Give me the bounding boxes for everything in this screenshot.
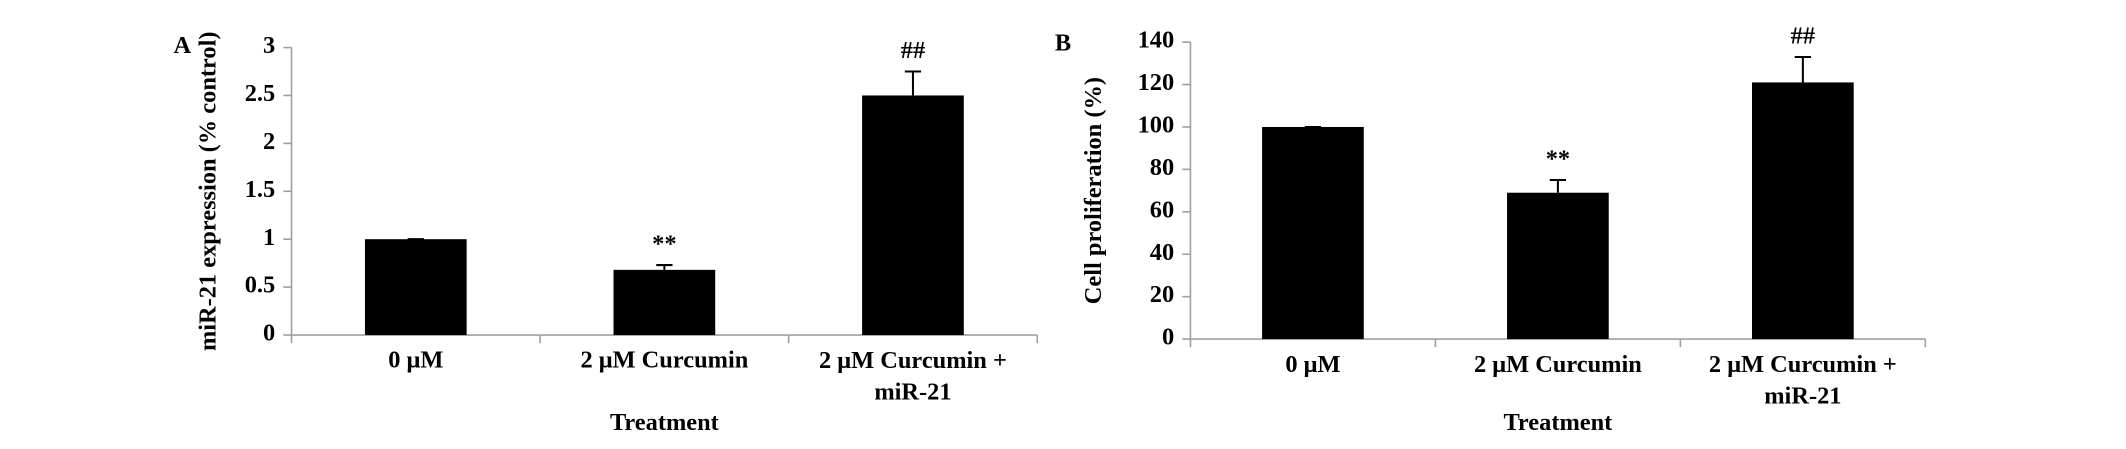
bar — [862, 95, 964, 336]
significance-label: ## — [1791, 23, 1815, 50]
y-tick-label: 1.5 — [245, 176, 275, 203]
bar — [364, 239, 467, 336]
x-tick-label: 2 μM Curcumin + miR-21 — [1709, 351, 1897, 409]
y-tick-label: 2.5 — [245, 80, 275, 107]
x-tick-label: 2 μM Curcumin — [580, 347, 748, 374]
y-tick-label: 0 — [1162, 324, 1174, 351]
y-tick-label: 2 — [263, 128, 275, 155]
y-tick-label: 0 — [263, 320, 275, 347]
x-axis-title: Treatment — [1503, 409, 1613, 436]
y-tick-label: 120 — [1138, 69, 1175, 96]
y-tick-label: 0.5 — [245, 272, 275, 299]
panel-label: A — [174, 32, 192, 59]
panel-label: B — [1055, 29, 1071, 56]
x-tick-label: 2 μM Curcumin — [1474, 351, 1642, 378]
significance-label: ** — [1546, 146, 1570, 173]
significance-label: ## — [901, 37, 925, 64]
x-axis-title: Treatment — [610, 409, 720, 436]
y-tick-label: 3 — [263, 32, 275, 59]
y-axis-title: miR-21 expression (% control) — [195, 32, 222, 352]
y-tick-label: 140 — [1138, 27, 1175, 54]
y-tick-label: 60 — [1150, 196, 1174, 223]
y-axis-title: Cell proliferation (%) — [1080, 77, 1107, 304]
y-tick-label: 100 — [1138, 112, 1175, 139]
y-tick-label: 40 — [1150, 239, 1174, 266]
y-tick-label: 20 — [1150, 281, 1174, 308]
x-tick-label: 0 μM — [1285, 351, 1340, 378]
bar — [1752, 82, 1854, 340]
bar — [613, 269, 716, 336]
significance-label: ** — [652, 231, 676, 258]
x-tick-label: 0 μM — [388, 347, 443, 374]
x-tick-label: 2 μM Curcumin + miR-21 — [819, 347, 1007, 405]
y-tick-label: 80 — [1150, 154, 1174, 181]
bar — [1507, 192, 1609, 340]
bar — [1262, 126, 1364, 340]
y-tick-label: 1 — [263, 224, 275, 251]
